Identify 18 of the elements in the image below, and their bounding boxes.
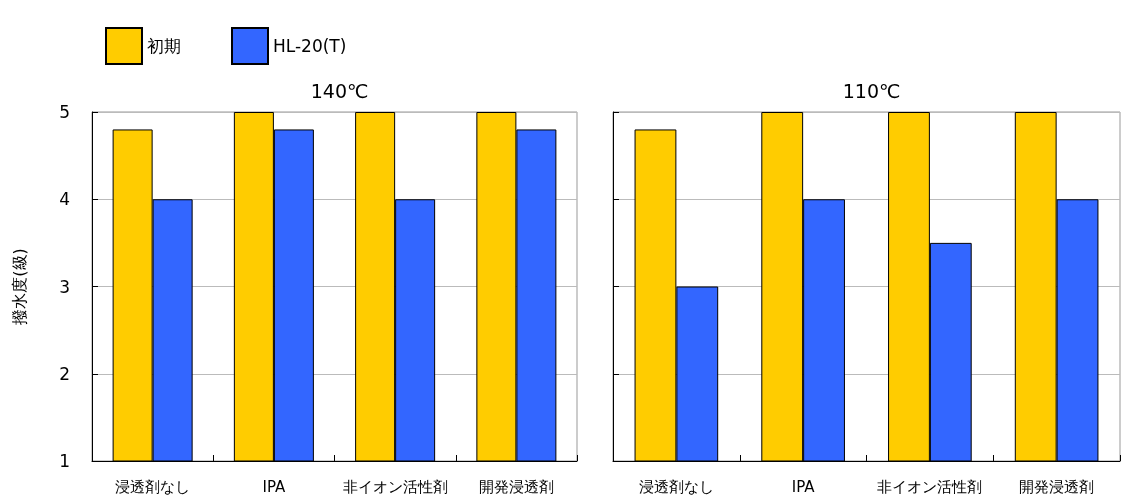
x-tick-label: 開発浸透剤 — [1019, 477, 1095, 496]
x-tick-label: IPA — [262, 477, 286, 496]
y-tick-label: 5 — [59, 102, 70, 122]
chart-title: 140℃ — [310, 79, 369, 102]
x-tick-label: 浸透剤なし — [638, 477, 714, 496]
y-tick-label: 3 — [59, 276, 70, 297]
legend-label: 初期 — [147, 36, 181, 56]
x-tick-label: 非イオン活性剤 — [342, 477, 448, 496]
y-axis-title: 撥水度(級) — [9, 248, 29, 325]
chart-title: 110℃ — [842, 79, 901, 102]
legend-label: HL-20(T) — [273, 36, 347, 56]
x-tick-label: 開発浸透剤 — [478, 477, 554, 496]
y-tick-label: 4 — [59, 189, 70, 210]
y-tick-label: 1 — [59, 451, 70, 471]
x-tick-label: IPA — [791, 477, 816, 496]
x-tick-label: 非イオン活性剤 — [877, 477, 983, 496]
y-tick-label: 2 — [59, 363, 70, 384]
x-tick-label: 浸透剤なし — [115, 477, 191, 496]
